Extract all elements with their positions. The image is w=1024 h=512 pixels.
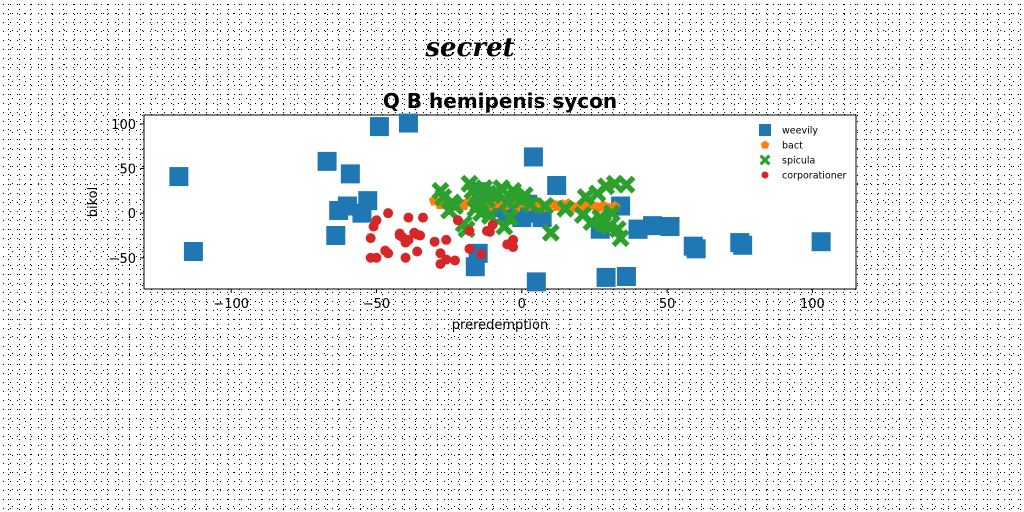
data-point-weevily [183, 242, 203, 262]
legend-label: spicula [782, 156, 815, 167]
y-axis: −50 0 50 100 [109, 118, 144, 267]
data-point-corporationer [417, 212, 428, 223]
data-point-corporationer [464, 243, 475, 254]
y-axis-label: bikol [86, 187, 101, 218]
x-axis: −100 −50 0 50 100 [213, 289, 825, 312]
data-point-spicula [521, 195, 540, 214]
legend-label: bact [782, 141, 803, 152]
data-point-weevily [317, 151, 337, 171]
data-point-corporationer [403, 234, 414, 245]
data-point-corporationer [435, 248, 446, 259]
data-point-weevily [686, 239, 706, 259]
data-point-corporationer [452, 215, 463, 226]
legend-marker-bact [760, 140, 770, 149]
data-point-corporationer [383, 208, 394, 219]
data-point-spicula [602, 204, 621, 223]
data-point-spicula [617, 175, 636, 194]
data-point-spicula [576, 188, 595, 207]
y-tick-label: 50 [119, 163, 136, 178]
chart-title: Q B hemipenis sycon [383, 89, 617, 113]
data-point-corporationer [371, 215, 382, 226]
data-point-corporationer [383, 248, 394, 259]
data-point-weevily [523, 147, 543, 167]
data-point-spicula [463, 181, 482, 200]
data-point-corporationer [487, 219, 498, 230]
data-point-spicula [501, 208, 520, 227]
data-point-weevily [811, 232, 831, 252]
data-point-weevily [547, 175, 567, 195]
data-point-weevily [358, 191, 378, 211]
legend-marker-corporationer [761, 171, 769, 179]
data-point-corporationer [429, 236, 440, 247]
data-point-weevily [340, 164, 360, 184]
data-point-corporationer [476, 249, 487, 260]
x-axis-label: preredemption [452, 318, 548, 333]
data-point-corporationer [365, 233, 376, 244]
series-spicula [431, 174, 636, 248]
y-tick-label: 0 [128, 207, 136, 222]
data-point-corporationer [400, 252, 411, 263]
x-tick-label: −100 [213, 297, 249, 312]
series-corporationer [365, 208, 519, 270]
data-point-weevily [532, 208, 552, 228]
data-point-weevily [526, 272, 546, 292]
data-point-weevily [337, 196, 357, 216]
confidential-stamp: secret [424, 33, 514, 63]
data-point-spicula [611, 229, 630, 248]
data-point-corporationer [403, 212, 414, 223]
data-point-corporationer [508, 242, 519, 253]
data-point-spicula [556, 199, 575, 218]
data-point-corporationer [508, 234, 519, 245]
data-point-corporationer [415, 230, 426, 241]
data-point-weevily [660, 217, 680, 237]
data-point-weevily [398, 113, 418, 133]
data-point-weevily [733, 235, 753, 255]
data-point-corporationer [371, 252, 382, 263]
legend-label: corporationer [782, 171, 847, 182]
x-tick-label: −50 [363, 297, 390, 312]
data-point-corporationer [449, 255, 460, 266]
x-tick-label: 100 [800, 297, 825, 312]
y-tick-label: 100 [111, 118, 136, 133]
legend-label: weevily [782, 126, 818, 137]
data-point-spicula [541, 223, 560, 242]
data-point-weevily [169, 167, 189, 187]
data-point-corporationer [412, 246, 423, 257]
data-point-weevily [326, 225, 346, 245]
data-point-corporationer [441, 234, 452, 245]
data-point-corporationer [464, 226, 475, 236]
legend-marker-weevily [759, 124, 771, 136]
data-point-spicula [492, 179, 511, 198]
data-point-weevily [628, 219, 648, 239]
data-point-spicula [536, 197, 555, 216]
data-point-corporationer [441, 254, 452, 265]
data-point-weevily [369, 117, 389, 137]
y-tick-label: −50 [109, 252, 136, 267]
data-point-spicula [445, 197, 464, 216]
legend: weevily bact spicula corporationer [759, 124, 847, 182]
x-tick-label: 0 [518, 297, 526, 312]
data-point-weevily [596, 267, 616, 287]
data-marks [169, 113, 831, 292]
data-point-weevily [643, 216, 663, 236]
data-point-weevily [616, 267, 636, 287]
x-tick-label: 50 [659, 297, 676, 312]
legend-marker-spicula [759, 154, 771, 166]
